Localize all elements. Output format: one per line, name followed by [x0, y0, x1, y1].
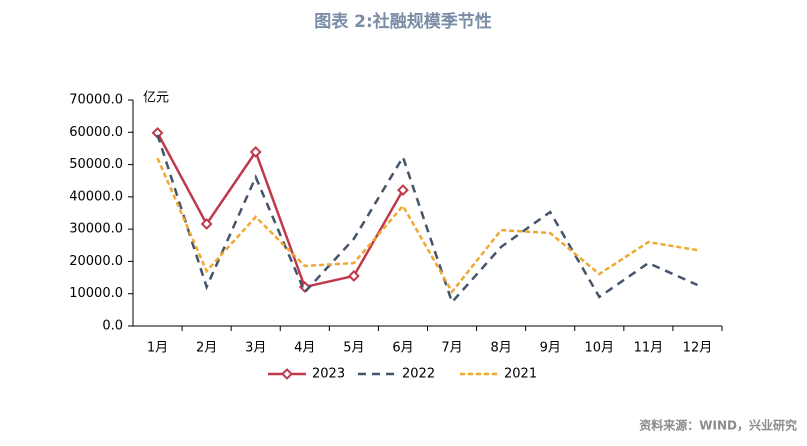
y-tick-label: 30000.0 — [69, 222, 123, 237]
marker — [397, 184, 409, 196]
chart-title: 图表 2:社融规模季节性 — [314, 11, 492, 32]
marker — [200, 218, 213, 230]
y-tick-label: 70000.0 — [69, 93, 123, 108]
x-tick-label: 10月 — [585, 341, 615, 356]
y-axis-label: 亿元 — [143, 91, 169, 106]
y-tick-label: 60000.0 — [69, 125, 123, 140]
source: 资料来源：WIND，兴业研究 — [639, 418, 797, 433]
x-tick-label: 3月 — [245, 341, 266, 356]
x-tick-label: 5月 — [343, 341, 364, 356]
series-line — [156, 157, 698, 294]
y-tick-label: 40000.0 — [69, 189, 123, 204]
marker — [249, 146, 262, 158]
x-tick-label: 1月 — [147, 341, 168, 356]
x-tick-label: 7月 — [441, 341, 462, 356]
x-tick-label: 2月 — [196, 341, 217, 356]
x-tick-label: 12月 — [683, 341, 713, 356]
legend-label: 2022 — [402, 367, 435, 382]
legend-label: 2021 — [504, 367, 537, 382]
series-line — [156, 132, 405, 289]
x-tick-label: 4月 — [294, 341, 315, 356]
y-tick-label: 50000.0 — [69, 157, 123, 172]
legend-marker — [281, 368, 293, 380]
series-line — [156, 134, 698, 305]
x-tick-label: 9月 — [540, 341, 561, 356]
x-tick-label: 6月 — [392, 341, 413, 356]
y-tick-label: 10000.0 — [69, 286, 123, 301]
x-tick-label: 8月 — [490, 341, 511, 356]
x-tick-label: 11月 — [634, 341, 664, 356]
y-tick-label: 0.0 — [102, 319, 123, 334]
marker — [347, 270, 360, 282]
legend-label: 2023 — [312, 367, 345, 382]
y-tick-label: 20000.0 — [69, 254, 123, 269]
